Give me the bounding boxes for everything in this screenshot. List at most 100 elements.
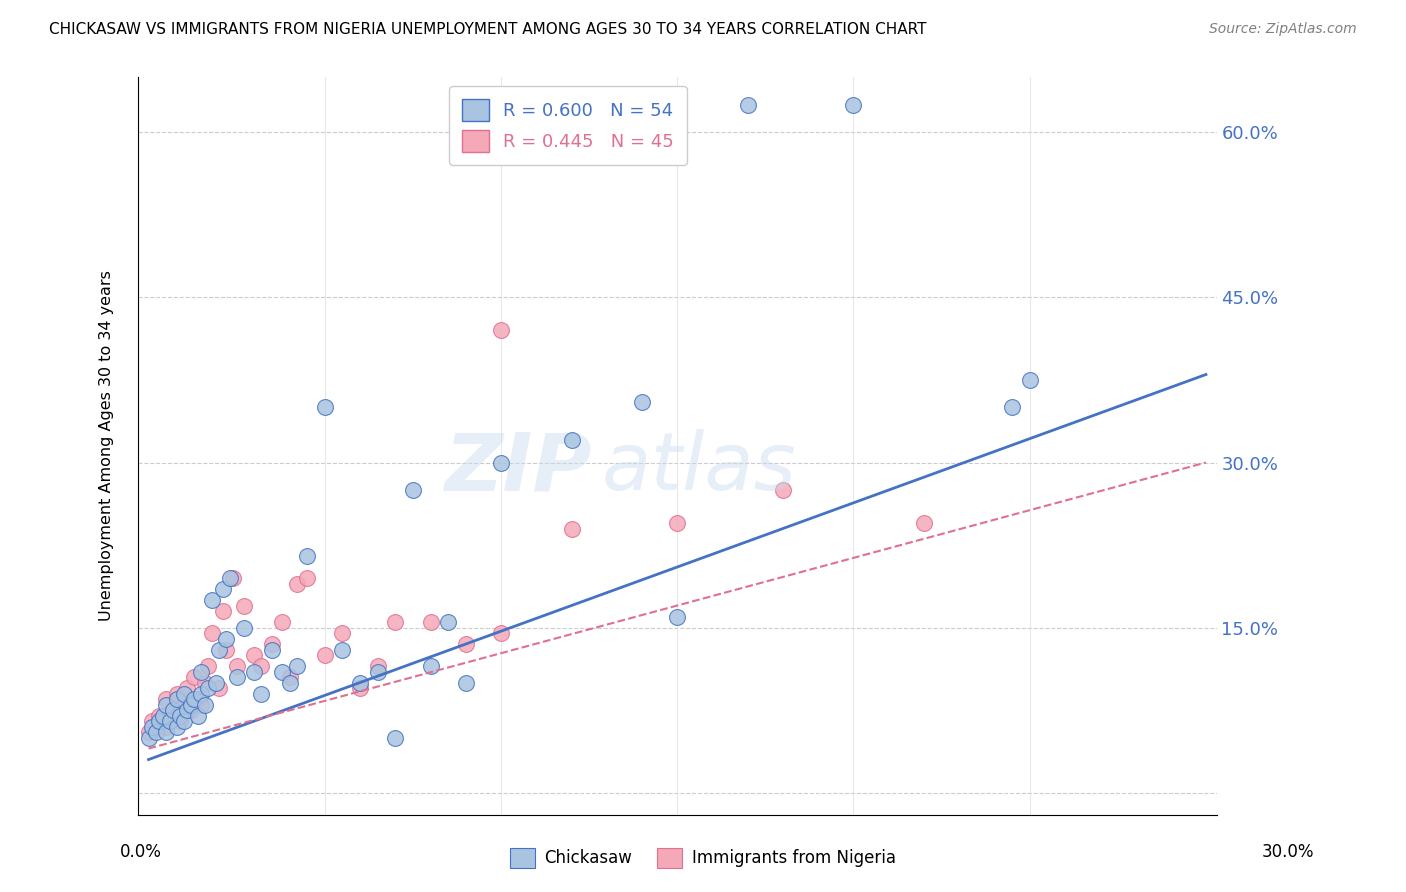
Point: [271, 615, 294, 629]
Point: [166, 692, 188, 706]
Text: 0.0%: 0.0%: [120, 843, 162, 861]
Point: [842, 98, 865, 112]
Point: [190, 665, 212, 679]
Point: [271, 665, 294, 679]
Point: [204, 675, 226, 690]
Point: [349, 681, 371, 695]
Point: [173, 714, 195, 728]
Point: [278, 670, 301, 684]
Point: [260, 637, 283, 651]
Point: [260, 642, 283, 657]
Point: [159, 708, 181, 723]
Point: [402, 483, 425, 497]
Point: [666, 516, 689, 530]
Text: atlas: atlas: [602, 429, 797, 508]
Point: [183, 670, 205, 684]
Point: [1018, 373, 1040, 387]
Point: [201, 626, 224, 640]
Point: [215, 642, 238, 657]
Text: 30.0%: 30.0%: [1263, 843, 1315, 861]
Point: [489, 456, 512, 470]
Point: [176, 703, 198, 717]
Point: [332, 626, 354, 640]
Point: [419, 659, 441, 673]
Text: ZIP: ZIP: [443, 429, 591, 508]
Point: [912, 516, 935, 530]
Point: [560, 522, 582, 536]
Legend: R = 0.600   N = 54, R = 0.445   N = 45: R = 0.600 N = 54, R = 0.445 N = 45: [449, 87, 686, 165]
Point: [162, 703, 184, 717]
Point: [208, 642, 231, 657]
Point: [631, 395, 654, 409]
Point: [173, 687, 195, 701]
Point: [166, 720, 188, 734]
Point: [295, 571, 318, 585]
Point: [148, 708, 170, 723]
Point: [166, 687, 188, 701]
Point: [243, 665, 266, 679]
Point: [173, 698, 195, 712]
Point: [169, 708, 191, 723]
Point: [208, 681, 231, 695]
Point: [314, 401, 336, 415]
Point: [772, 483, 794, 497]
Point: [332, 642, 354, 657]
Point: [222, 571, 245, 585]
Point: [169, 714, 191, 728]
Point: [201, 593, 224, 607]
Point: [141, 714, 163, 728]
Point: [197, 681, 219, 695]
Point: [180, 698, 202, 712]
Point: [560, 434, 582, 448]
Point: [176, 681, 198, 695]
Point: [152, 708, 174, 723]
Point: [384, 615, 406, 629]
Point: [285, 576, 308, 591]
Point: [190, 687, 212, 701]
Point: [145, 725, 167, 739]
Point: [190, 698, 212, 712]
Point: [180, 703, 202, 717]
Text: Source: ZipAtlas.com: Source: ZipAtlas.com: [1209, 22, 1357, 37]
Point: [155, 720, 177, 734]
Point: [454, 637, 477, 651]
Point: [155, 692, 177, 706]
Point: [187, 692, 209, 706]
Point: [367, 665, 389, 679]
Point: [737, 98, 759, 112]
Point: [314, 648, 336, 662]
Legend: Chickasaw, Immigrants from Nigeria: Chickasaw, Immigrants from Nigeria: [503, 841, 903, 875]
Point: [162, 703, 184, 717]
Point: [148, 714, 170, 728]
Point: [138, 725, 160, 739]
Point: [243, 648, 266, 662]
Point: [295, 549, 318, 563]
Point: [225, 670, 247, 684]
Point: [145, 720, 167, 734]
Point: [155, 725, 177, 739]
Point: [454, 675, 477, 690]
Point: [437, 615, 460, 629]
Point: [419, 615, 441, 629]
Point: [250, 687, 273, 701]
Point: [194, 675, 217, 690]
Point: [187, 708, 209, 723]
Point: [384, 731, 406, 745]
Point: [218, 571, 240, 585]
Text: CHICKASAW VS IMMIGRANTS FROM NIGERIA UNEMPLOYMENT AMONG AGES 30 TO 34 YEARS CORR: CHICKASAW VS IMMIGRANTS FROM NIGERIA UNE…: [49, 22, 927, 37]
Point: [215, 632, 238, 646]
Point: [232, 599, 254, 613]
Point: [349, 675, 371, 690]
Point: [250, 659, 273, 673]
Point: [225, 659, 247, 673]
Y-axis label: Unemployment Among Ages 30 to 34 years: Unemployment Among Ages 30 to 34 years: [100, 270, 114, 622]
Point: [194, 698, 217, 712]
Point: [159, 714, 181, 728]
Point: [138, 731, 160, 745]
Point: [232, 621, 254, 635]
Point: [1001, 401, 1024, 415]
Point: [278, 675, 301, 690]
Point: [666, 609, 689, 624]
Point: [141, 720, 163, 734]
Point: [211, 582, 233, 596]
